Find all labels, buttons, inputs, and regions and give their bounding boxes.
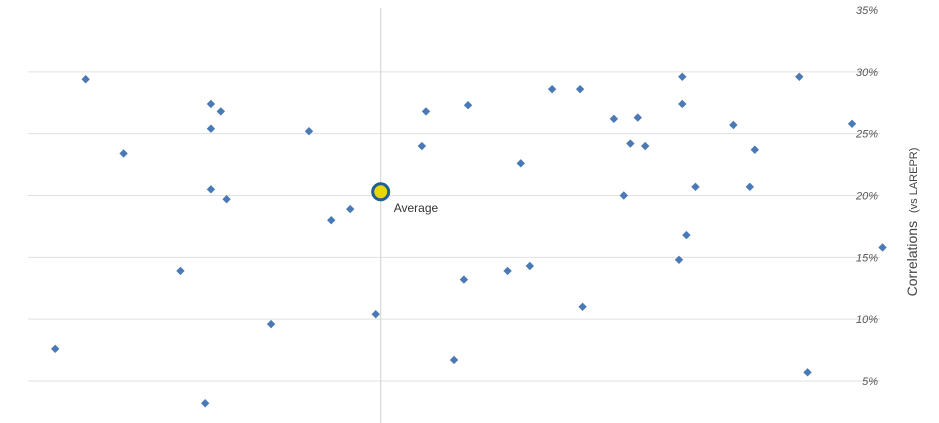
- data-point: [626, 139, 635, 148]
- data-point: [878, 243, 887, 252]
- average-marker-group: Average: [371, 182, 439, 215]
- data-point: [691, 182, 700, 192]
- data-point: [578, 302, 587, 311]
- data-point: [503, 266, 512, 276]
- data-point: [575, 84, 585, 94]
- data-point: [795, 72, 804, 81]
- y-tick-label: 20%: [855, 191, 878, 203]
- data-point: [847, 119, 857, 128]
- y-tick-label: 25%: [855, 129, 878, 141]
- data-point: [674, 255, 684, 265]
- data-point: [803, 368, 812, 377]
- y-axis-label: Correlations (vs LAREPR): [904, 148, 920, 297]
- y-axis-ticks: 5% 10% 15% 20% 25% 30% 35%: [855, 5, 878, 388]
- data-point: [609, 114, 619, 124]
- data-point: [345, 204, 355, 214]
- data-point: [206, 185, 216, 194]
- data-point: [463, 101, 473, 110]
- data-point: [619, 191, 628, 200]
- data-points: [50, 72, 887, 408]
- data-point: [682, 230, 691, 240]
- data-point: [304, 126, 314, 136]
- data-point: [266, 319, 276, 329]
- data-point: [216, 107, 226, 116]
- data-point: [50, 344, 60, 354]
- data-point: [327, 216, 336, 225]
- y-tick-label: 30%: [856, 67, 878, 79]
- data-point: [206, 124, 216, 133]
- data-point: [119, 149, 128, 158]
- data-point: [633, 113, 642, 122]
- data-point: [678, 72, 687, 81]
- data-point: [417, 141, 427, 151]
- data-point: [200, 399, 210, 408]
- average-label: Average: [394, 201, 439, 215]
- data-point: [745, 182, 755, 192]
- y-axis-label-sub: (vs LAREPR): [908, 148, 920, 213]
- data-point: [641, 141, 650, 151]
- y-tick-label: 5%: [862, 376, 878, 388]
- data-point: [206, 99, 216, 109]
- data-point: [525, 261, 535, 271]
- data-point: [371, 310, 380, 319]
- y-tick-label: 10%: [856, 314, 878, 326]
- data-point: [750, 145, 760, 154]
- y-tick-label: 15%: [856, 252, 878, 264]
- data-point: [449, 355, 459, 365]
- data-point: [459, 275, 469, 284]
- data-point: [678, 99, 687, 109]
- data-point: [81, 75, 90, 84]
- data-point: [176, 266, 185, 276]
- y-axis-label-main: Correlations: [904, 221, 920, 296]
- gridlines: [28, 71, 880, 382]
- y-tick-label: 35%: [856, 5, 878, 17]
- data-point: [222, 195, 231, 204]
- data-point: [729, 120, 738, 130]
- data-point: [516, 159, 525, 168]
- data-point: [421, 107, 431, 116]
- data-point: [547, 84, 557, 94]
- average-marker: [371, 182, 391, 202]
